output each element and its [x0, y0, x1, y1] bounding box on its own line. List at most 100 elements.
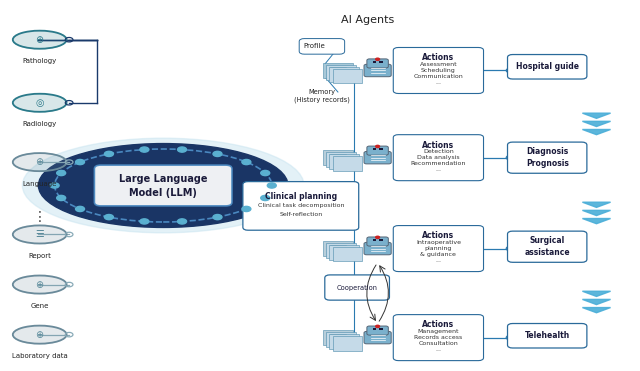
- Polygon shape: [582, 121, 611, 127]
- FancyBboxPatch shape: [330, 334, 359, 349]
- Circle shape: [177, 219, 186, 224]
- Text: ⊕: ⊕: [36, 35, 44, 45]
- FancyBboxPatch shape: [372, 148, 376, 150]
- FancyBboxPatch shape: [323, 241, 353, 256]
- Text: Cooperation: Cooperation: [337, 285, 378, 290]
- Circle shape: [213, 151, 222, 157]
- Text: ☰: ☰: [35, 230, 44, 239]
- FancyBboxPatch shape: [379, 61, 383, 63]
- Circle shape: [76, 206, 84, 211]
- FancyBboxPatch shape: [364, 331, 391, 344]
- FancyBboxPatch shape: [333, 247, 362, 262]
- Text: Assessment
Scheduling
Communication
...: Assessment Scheduling Communication ...: [413, 62, 463, 85]
- Circle shape: [140, 219, 149, 224]
- FancyBboxPatch shape: [333, 69, 362, 83]
- FancyBboxPatch shape: [330, 67, 359, 82]
- Text: Hospital guide: Hospital guide: [516, 62, 579, 71]
- Text: Management
Records access
Consultation
...: Management Records access Consultation .…: [414, 329, 463, 352]
- FancyBboxPatch shape: [330, 245, 359, 260]
- Polygon shape: [582, 202, 611, 207]
- Text: Report: Report: [28, 253, 51, 259]
- Text: Pathology: Pathology: [22, 58, 57, 64]
- Ellipse shape: [13, 153, 67, 171]
- Circle shape: [140, 147, 149, 152]
- FancyBboxPatch shape: [508, 231, 587, 262]
- FancyBboxPatch shape: [393, 135, 484, 181]
- FancyBboxPatch shape: [326, 152, 356, 167]
- Circle shape: [268, 183, 276, 188]
- FancyBboxPatch shape: [372, 239, 376, 241]
- FancyBboxPatch shape: [393, 315, 484, 361]
- FancyBboxPatch shape: [326, 243, 356, 258]
- FancyBboxPatch shape: [367, 237, 388, 246]
- Polygon shape: [582, 113, 611, 118]
- FancyBboxPatch shape: [379, 239, 383, 241]
- Text: Telehealth: Telehealth: [525, 331, 570, 340]
- Circle shape: [376, 58, 380, 60]
- FancyBboxPatch shape: [323, 63, 353, 78]
- Circle shape: [57, 196, 66, 201]
- FancyBboxPatch shape: [333, 156, 362, 171]
- FancyBboxPatch shape: [508, 55, 587, 79]
- Circle shape: [242, 206, 251, 211]
- Text: Actions: Actions: [422, 53, 454, 62]
- Circle shape: [177, 147, 186, 152]
- Circle shape: [104, 151, 113, 157]
- FancyBboxPatch shape: [364, 64, 391, 77]
- Text: Actions: Actions: [422, 232, 454, 240]
- Text: ⊕: ⊕: [36, 280, 44, 289]
- Ellipse shape: [13, 276, 67, 293]
- Ellipse shape: [13, 326, 67, 344]
- Circle shape: [76, 160, 84, 165]
- Text: Detection
Data analysis
Recommendation
...: Detection Data analysis Recommendation .…: [411, 149, 466, 173]
- Text: Actions: Actions: [422, 141, 454, 150]
- FancyBboxPatch shape: [367, 326, 388, 335]
- Ellipse shape: [13, 94, 67, 112]
- FancyBboxPatch shape: [508, 142, 587, 173]
- FancyBboxPatch shape: [333, 336, 362, 351]
- Text: Profile: Profile: [303, 43, 325, 49]
- Circle shape: [260, 196, 269, 201]
- FancyBboxPatch shape: [243, 182, 359, 230]
- FancyBboxPatch shape: [508, 324, 587, 348]
- Circle shape: [104, 214, 113, 220]
- Ellipse shape: [22, 138, 304, 233]
- Text: AI Agents: AI Agents: [341, 15, 395, 25]
- Text: ⊕: ⊕: [36, 157, 44, 167]
- Text: Language: Language: [22, 181, 57, 187]
- Circle shape: [50, 183, 59, 188]
- FancyBboxPatch shape: [367, 146, 388, 155]
- FancyBboxPatch shape: [379, 328, 383, 330]
- FancyBboxPatch shape: [393, 47, 484, 93]
- Ellipse shape: [13, 31, 67, 49]
- Text: Actions: Actions: [422, 321, 454, 329]
- Polygon shape: [582, 291, 611, 296]
- Text: Surgical
assistance: Surgical assistance: [524, 236, 570, 257]
- FancyBboxPatch shape: [325, 275, 390, 300]
- Text: Diagnosis
Prognosis: Diagnosis Prognosis: [526, 147, 568, 168]
- Text: Memory
(History records): Memory (History records): [294, 89, 350, 103]
- FancyBboxPatch shape: [323, 330, 353, 345]
- Text: Self-reflection: Self-reflection: [279, 211, 323, 217]
- FancyBboxPatch shape: [300, 39, 344, 54]
- Circle shape: [376, 236, 380, 239]
- Text: Clinical task decomposition: Clinical task decomposition: [257, 203, 344, 209]
- FancyBboxPatch shape: [330, 154, 359, 169]
- FancyBboxPatch shape: [364, 242, 391, 255]
- FancyBboxPatch shape: [372, 328, 376, 330]
- FancyBboxPatch shape: [326, 332, 356, 347]
- FancyBboxPatch shape: [95, 165, 232, 206]
- Text: Radiology: Radiology: [22, 121, 57, 127]
- Circle shape: [213, 214, 222, 220]
- Polygon shape: [582, 129, 611, 135]
- Polygon shape: [582, 219, 611, 224]
- Circle shape: [376, 145, 380, 148]
- Text: Gene: Gene: [31, 303, 49, 309]
- Text: ⋮: ⋮: [33, 210, 47, 224]
- FancyBboxPatch shape: [323, 150, 353, 165]
- FancyBboxPatch shape: [379, 148, 383, 150]
- FancyBboxPatch shape: [393, 226, 484, 272]
- Ellipse shape: [38, 144, 288, 227]
- FancyBboxPatch shape: [326, 65, 356, 80]
- Circle shape: [57, 170, 66, 175]
